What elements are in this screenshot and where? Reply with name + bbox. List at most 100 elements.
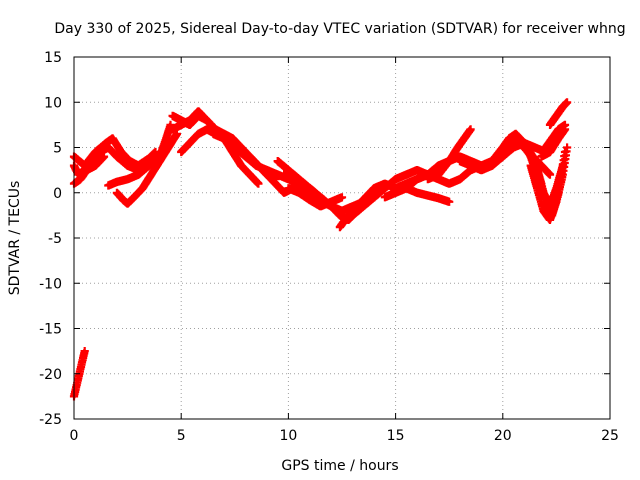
data-point xyxy=(447,182,451,186)
data-point xyxy=(276,159,280,163)
x-tick-label: 25 xyxy=(601,428,619,444)
data-point xyxy=(338,213,342,217)
data-point xyxy=(539,155,543,159)
data-point xyxy=(512,136,516,140)
data-point xyxy=(147,156,151,160)
data-point xyxy=(561,105,565,109)
data-point xyxy=(563,127,567,131)
data-point xyxy=(462,136,466,140)
y-tick-label: -10 xyxy=(39,276,62,292)
data-point xyxy=(340,195,344,199)
data-point xyxy=(282,173,286,177)
data-point xyxy=(233,146,237,149)
y-axis-label: SDTVAR / TECUs xyxy=(7,181,23,296)
data-point xyxy=(361,204,365,208)
data-point xyxy=(426,193,430,197)
data-point xyxy=(522,141,526,145)
y-tick-label: 15 xyxy=(44,50,62,66)
data-point xyxy=(436,173,440,177)
data-point xyxy=(447,200,451,204)
data-point xyxy=(529,155,533,159)
data-point xyxy=(158,159,162,163)
data-point xyxy=(364,195,368,199)
x-tick-label: 10 xyxy=(279,428,297,444)
data-point xyxy=(404,186,408,190)
data-layer xyxy=(69,98,572,401)
data-point xyxy=(166,146,170,149)
data-point xyxy=(76,376,80,380)
data-point xyxy=(115,180,119,184)
data-point xyxy=(141,186,145,190)
data-point xyxy=(231,136,235,140)
data-point xyxy=(102,155,106,159)
data-point xyxy=(557,136,561,140)
data-point xyxy=(512,146,516,149)
data-point xyxy=(286,168,290,172)
data-point xyxy=(188,118,192,122)
data-point xyxy=(469,127,473,131)
x-tick-label: 5 xyxy=(177,428,186,444)
data-point xyxy=(297,177,301,181)
data-point xyxy=(205,127,209,131)
data-point xyxy=(136,173,140,177)
data-point xyxy=(544,146,548,149)
data-point xyxy=(372,195,376,199)
data-point xyxy=(78,367,82,371)
data-point xyxy=(550,136,554,140)
grid-lines xyxy=(74,57,610,419)
series-track-w xyxy=(541,120,570,152)
data-point xyxy=(256,182,260,186)
data-point xyxy=(121,198,125,202)
data-point xyxy=(304,186,308,190)
data-point xyxy=(436,196,440,200)
data-point xyxy=(529,164,533,168)
data-point xyxy=(415,177,419,181)
data-point xyxy=(501,150,505,154)
data-point xyxy=(74,385,78,389)
data-point xyxy=(383,186,387,190)
data-point xyxy=(535,186,539,190)
y-tick-label: 10 xyxy=(44,95,62,111)
data-point xyxy=(338,225,342,229)
data-point xyxy=(490,159,494,163)
data-point xyxy=(447,159,451,163)
data-point xyxy=(308,198,312,202)
data-point xyxy=(436,164,440,168)
data-point xyxy=(147,164,151,168)
data-point xyxy=(329,200,333,204)
data-point xyxy=(106,184,110,188)
data-point xyxy=(239,164,243,168)
data-point xyxy=(111,136,115,140)
data-point xyxy=(554,114,558,118)
series-track-v xyxy=(526,143,572,224)
data-point xyxy=(557,127,561,131)
data-point xyxy=(132,195,136,199)
data-point xyxy=(115,191,119,195)
data-point xyxy=(126,202,130,206)
data-point xyxy=(548,123,552,127)
data-point xyxy=(248,173,252,177)
data-point xyxy=(458,159,462,163)
data-point xyxy=(153,150,157,154)
data-point xyxy=(351,213,355,217)
data-point xyxy=(115,155,119,159)
data-point xyxy=(415,168,419,172)
data-point xyxy=(83,349,87,353)
data-point xyxy=(514,132,518,136)
data-point xyxy=(394,177,398,181)
data-point xyxy=(119,150,123,154)
data-point xyxy=(78,177,82,181)
data-point xyxy=(179,150,183,154)
series-track-l xyxy=(284,184,347,211)
data-point xyxy=(81,358,85,362)
data-point xyxy=(85,168,89,172)
chart-title: Day 330 of 2025, Sidereal Day-to-day VTE… xyxy=(54,21,625,37)
series-track-q xyxy=(423,125,475,184)
data-point xyxy=(106,146,110,149)
data-point xyxy=(456,146,460,149)
y-tick-label: -20 xyxy=(39,367,62,383)
data-point xyxy=(211,132,215,136)
data-point xyxy=(265,168,269,172)
data-point xyxy=(383,195,387,199)
data-point xyxy=(469,164,473,168)
